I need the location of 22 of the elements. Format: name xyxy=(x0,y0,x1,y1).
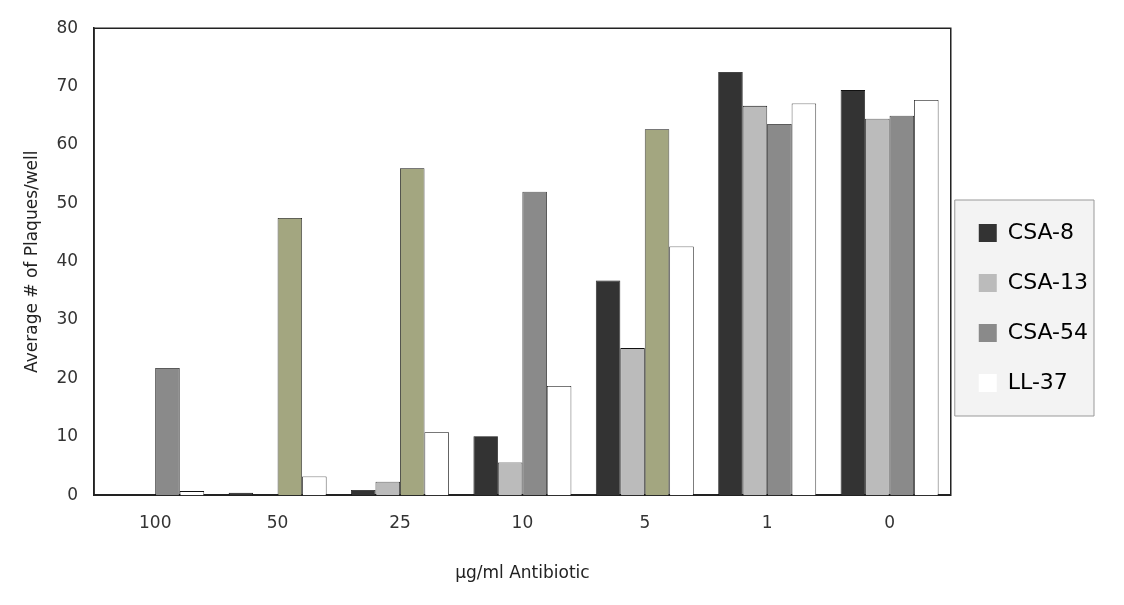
y-tick-label: 20 xyxy=(56,366,79,387)
legend-label: CSA-54 xyxy=(1007,318,1088,344)
y-tick-label: 30 xyxy=(56,308,79,329)
legend-label: CSA-13 xyxy=(1007,268,1088,294)
x-tick-label: 50 xyxy=(266,511,289,532)
legend-label: CSA-8 xyxy=(1007,218,1075,244)
legend-label: LL-37 xyxy=(1007,368,1068,394)
x-tick-label: 25 xyxy=(389,511,411,532)
y-tick-label: 40 xyxy=(56,250,79,271)
x-axis-title: μg/ml Antibiotic xyxy=(455,562,590,583)
y-tick-label: 60 xyxy=(56,133,79,154)
x-tick-label: 1 xyxy=(761,511,773,532)
x-tick-label: 100 xyxy=(139,511,172,532)
x-tick-label: 5 xyxy=(639,511,651,532)
y-tick-label: 50 xyxy=(56,191,79,212)
x-tick-label: 0 xyxy=(884,511,895,532)
x-tick-label: 10 xyxy=(511,511,534,532)
y-tick-label: 80 xyxy=(56,16,79,37)
y-tick-label: 0 xyxy=(67,483,79,504)
y-tick-label: 10 xyxy=(56,425,79,446)
y-tick-label: 70 xyxy=(56,75,79,95)
y-axis-title: Average # of Plaques/well xyxy=(20,150,41,373)
